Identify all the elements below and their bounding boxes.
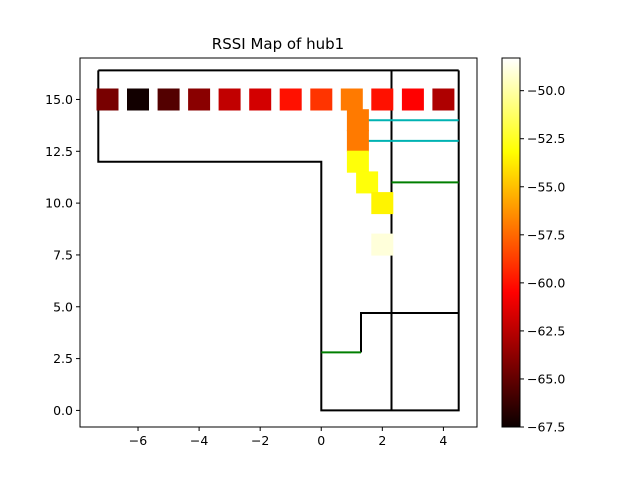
y-tick-label: 10.0 (45, 196, 73, 211)
rssi-points-layer (96, 88, 455, 256)
colorbar-tick-label: −50.0 (527, 83, 565, 98)
plot-frame (79, 57, 478, 428)
colorbar-tick-label: −52.5 (527, 131, 565, 146)
y-tick-label: 15.0 (45, 92, 73, 107)
rssi-point (346, 129, 369, 152)
rssi-point (356, 171, 379, 194)
rssi-point (279, 88, 302, 111)
y-tick-label: 2.5 (53, 351, 73, 366)
colorbar-tick-label: −67.5 (527, 420, 565, 435)
colorbar-tick-label: −55.0 (527, 179, 565, 194)
x-tick-label: −4 (190, 433, 208, 448)
plot-area (79, 57, 478, 428)
rssi-point (157, 88, 180, 111)
rssi-point (310, 88, 333, 111)
colorbar-ticks: −50.0 −52.5 −55.0 −57.5 −60.0 −62.5 −65.0 −67.5 (520, 83, 565, 435)
floorplan-wall-1 (97, 70, 460, 412)
rssi-point (346, 109, 369, 132)
rssi-point (371, 192, 394, 215)
y-axis: 0.0 2.5 5.0 7.5 10.0 12.5 15.0 (45, 92, 80, 418)
x-tick-label: 0 (317, 433, 325, 448)
colorbar-tick-label: −65.0 (527, 371, 565, 386)
colorbar-tick-label: −62.5 (527, 323, 565, 338)
colorbar-gradient (501, 57, 521, 428)
rssi-point (432, 88, 455, 111)
y-tick-label: 7.5 (53, 247, 73, 262)
chart-title: RSSI Map of hub1 (212, 35, 344, 53)
rssi-point (127, 88, 149, 111)
x-tick-label: 4 (439, 433, 447, 448)
rssi-point (188, 88, 211, 111)
rssi-point (218, 88, 241, 111)
rssi-point (401, 88, 424, 111)
y-tick-label: 5.0 (53, 299, 73, 314)
x-axis: −6 −4 −2 0 2 4 (129, 427, 447, 448)
rssi-point (340, 88, 363, 111)
colorbar: −50.0 −52.5 −55.0 −57.5 −60.0 −62.5 −65.0 −67.5 (501, 57, 565, 435)
plot-background (80, 58, 477, 427)
y-tick-label: 12.5 (45, 144, 73, 159)
floorplan-wall-3 (360, 312, 459, 353)
colorbar-tick-label: −60.0 (527, 275, 565, 290)
y-tick-label: 0.0 (53, 403, 73, 418)
colorbar-tick-label: −57.5 (527, 227, 565, 242)
x-tick-label: 2 (378, 433, 386, 448)
x-tick-label: −2 (251, 433, 269, 448)
rssi-point (346, 150, 369, 173)
rssi-point (371, 233, 394, 256)
rssi-point (371, 88, 394, 111)
x-tick-label: −6 (129, 433, 147, 448)
rssi-point (96, 88, 119, 111)
rssi-point (249, 88, 272, 111)
